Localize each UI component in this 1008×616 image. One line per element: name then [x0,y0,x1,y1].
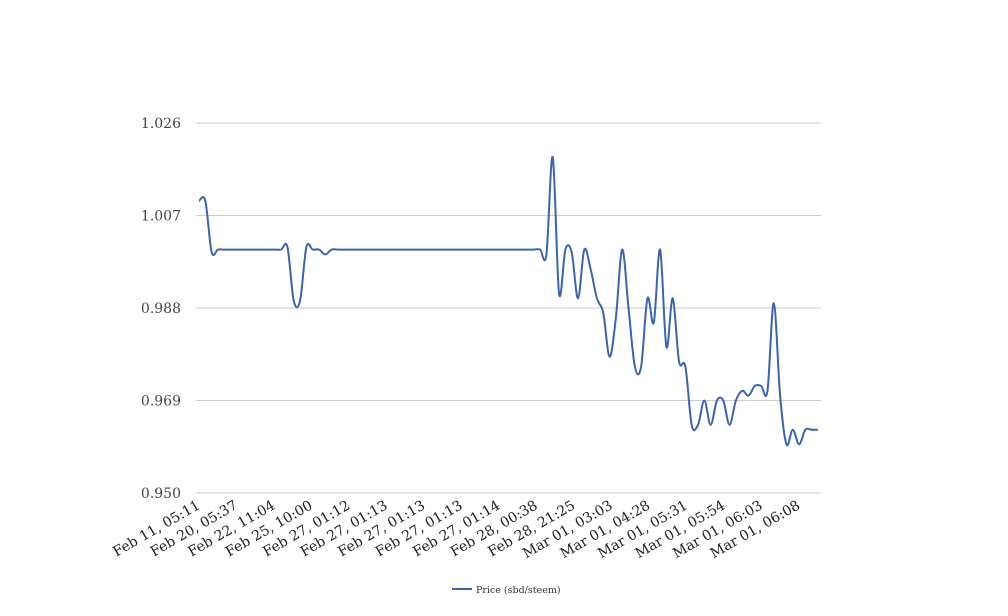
y-tick-label: 0.969 [141,394,181,410]
y-tick-label: 1.007 [141,209,181,225]
series-layer [198,156,818,447]
gridlines [196,122,821,494]
y-axis-ticks: 1.026 1.007 0.988 0.969 0.950 [141,116,181,502]
legend-label: Price (sbd/steem) [476,585,561,596]
y-tick-label: 0.950 [141,486,181,502]
y-tick-label: 0.988 [141,301,181,317]
legend: Price (sbd/steem) [452,585,561,596]
series-line-0 [198,156,818,447]
y-tick-label: 1.026 [141,116,181,132]
